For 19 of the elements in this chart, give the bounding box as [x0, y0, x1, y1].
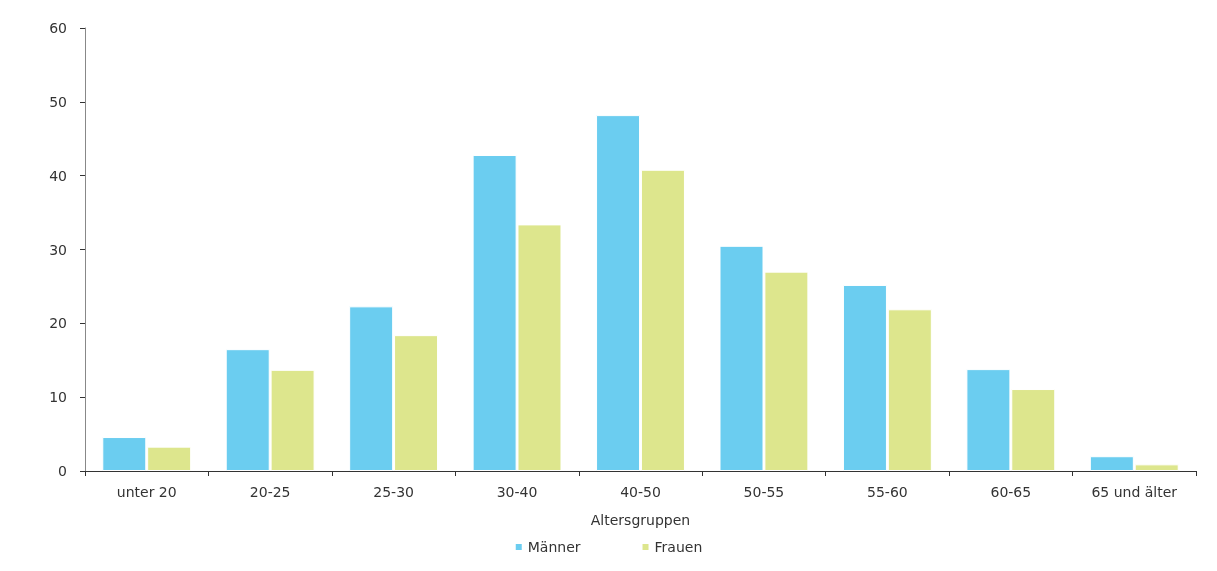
y-tick-label: 30 — [49, 241, 67, 258]
y-tick-label: 50 — [49, 93, 67, 110]
x-tick-label: 60-65 — [990, 484, 1032, 500]
y-tick-label: 40 — [49, 167, 67, 184]
y-tick-label: 60 — [49, 20, 67, 36]
y-tick-label: 10 — [49, 389, 67, 406]
x-tick-label: 25-30 — [373, 484, 414, 500]
x-tick-label: 30-40 — [496, 484, 538, 500]
legend-label: Frauen — [654, 539, 703, 555]
x-axis-title: Altersgruppen — [590, 512, 691, 528]
x-tick-label: 20-25 — [249, 484, 291, 500]
y-tick-label: 20 — [49, 315, 67, 332]
x-tick-label: 40-50 — [620, 484, 661, 500]
x-tick-label: 65 und älter — [1091, 484, 1178, 500]
x-tick-label: unter 20 — [116, 484, 177, 500]
x-tick-label: 50-55 — [743, 484, 785, 500]
y-tick-label: 0 — [58, 463, 67, 479]
legend-label: Männer — [527, 539, 581, 555]
x-tick-label: 55-60 — [867, 484, 908, 500]
